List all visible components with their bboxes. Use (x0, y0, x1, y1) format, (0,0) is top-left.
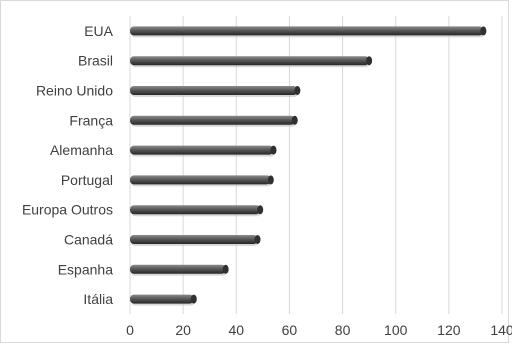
bar-portugal (130, 175, 274, 187)
bar-reino-unido (130, 86, 301, 97)
x-tick-label-120: 120 (437, 322, 461, 338)
x-tick-label-20: 20 (175, 322, 191, 338)
category-label-portugal: Portugal (61, 172, 113, 188)
bar-brasil (130, 56, 373, 68)
category-label-espanha: Espanha (58, 261, 113, 277)
category-label-brasil: Brasil (78, 53, 113, 69)
bar-frança (130, 115, 298, 127)
x-axis-tick-labels: 0 20 40 60 80 100 120 140 (126, 322, 512, 338)
bar-europa-outros (130, 205, 264, 217)
category-label-reino-unido: Reino Unido (36, 83, 113, 99)
category-label-alemanha: Alemanha (50, 142, 113, 158)
x-tick-label-100: 100 (384, 322, 408, 338)
x-tick-label-140: 140 (490, 322, 512, 338)
category-label-canadá: Canadá (64, 232, 113, 248)
bar-alemanha (130, 145, 277, 157)
category-labels: EUA Brasil Reino Unido França Alemanha Portug… (22, 23, 114, 307)
bar-espanha (130, 264, 229, 276)
category-label-europa-outros: Europa Outros (22, 202, 113, 218)
bars (130, 26, 487, 306)
bar-canadá (130, 235, 261, 246)
x-tick-label-0: 0 (126, 322, 134, 338)
bar-eua (130, 26, 487, 38)
x-tick-label-80: 80 (335, 322, 351, 338)
x-tick-label-60: 60 (282, 322, 298, 338)
x-tick-label-40: 40 (228, 322, 244, 338)
category-label-eua: EUA (84, 23, 113, 39)
category-label-itália: Itália (83, 291, 113, 307)
bar-itália (130, 294, 197, 306)
category-label-frança: França (69, 112, 113, 128)
